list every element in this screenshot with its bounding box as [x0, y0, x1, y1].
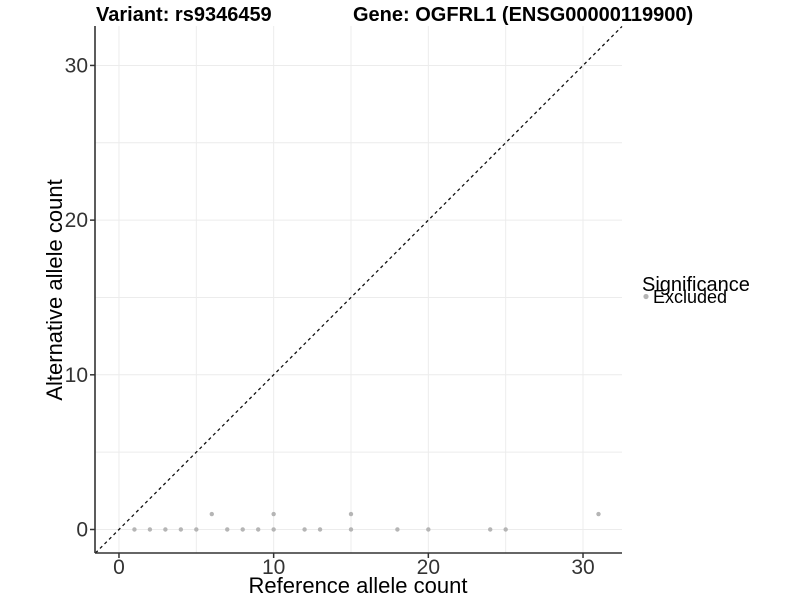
data-point	[317, 527, 323, 532]
legend-key-point	[643, 293, 649, 300]
legend-item-label: Excluded	[653, 287, 727, 307]
data-point	[163, 527, 168, 532]
data-point	[194, 527, 199, 532]
y-axis-title: Alternative allele count	[42, 179, 67, 400]
x-axis-title: Reference allele count	[249, 573, 468, 598]
data-point	[225, 527, 230, 532]
data-point	[147, 527, 153, 532]
data-point	[488, 527, 493, 532]
x-tick-label: 30	[571, 556, 594, 579]
x-tick-label: 20	[417, 556, 440, 579]
legend-title: Significance	[642, 274, 750, 296]
plot-title-variant: Variant: rs9346459	[96, 4, 272, 26]
y-tick-label: 30	[65, 54, 88, 77]
y-tick-label: 20	[65, 209, 88, 232]
y-tick-label: 10	[65, 364, 88, 387]
data-point	[503, 527, 508, 532]
data-points	[132, 511, 601, 532]
data-point	[271, 527, 276, 532]
data-point	[348, 527, 354, 532]
data-point	[178, 527, 184, 532]
data-point	[209, 511, 214, 517]
x-tick-label: 10	[262, 556, 285, 579]
data-point	[426, 527, 431, 532]
plot-title-gene: Gene: OGFRL1 (ENSG00000119900)	[353, 4, 693, 26]
data-point	[302, 527, 307, 532]
data-point	[255, 527, 261, 532]
data-point	[240, 527, 245, 532]
data-point	[132, 527, 137, 532]
x-tick-label: 0	[113, 556, 125, 579]
y-tick-label: 0	[76, 518, 88, 541]
data-point	[271, 511, 276, 517]
identity-line	[95, 26, 623, 554]
data-point	[596, 511, 601, 517]
legend: Significance Excluded	[642, 274, 750, 307]
gridlines	[95, 26, 622, 553]
data-point	[348, 511, 354, 517]
axes: 0 10 20 30 0 10 20 30	[65, 26, 622, 579]
data-point	[395, 527, 400, 532]
